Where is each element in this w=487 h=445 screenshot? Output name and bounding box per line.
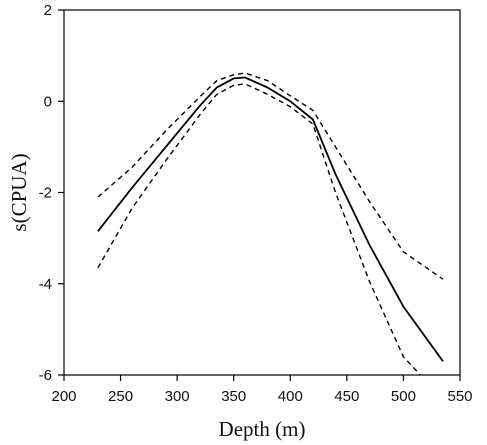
x-axis-ticks: 200 250 300 350 400 450 500 550	[51, 375, 473, 405]
y-tick-label: 2	[44, 2, 52, 19]
series-line-ci-2	[97, 83, 421, 375]
plot-frame	[63, 9, 461, 376]
series-line-ci-1	[97, 72, 444, 280]
x-tick-label: 550	[447, 388, 472, 405]
x-tick-label: 400	[278, 388, 303, 405]
x-tick-label: 350	[221, 388, 246, 405]
x-tick-label: 200	[51, 388, 76, 405]
series-line-fit	[97, 76, 444, 362]
plot-border	[63, 9, 461, 376]
x-axis-label: Depth (m)	[219, 417, 306, 441]
y-axis-label: s(CPUA)	[7, 153, 31, 231]
y-tick-label: -6	[39, 367, 52, 384]
y-axis-ticks: -6 -4 -2 0 2	[39, 2, 64, 384]
y-tick-label: -4	[39, 276, 52, 293]
x-tick-label: 450	[334, 388, 359, 405]
x-tick-label: 300	[165, 388, 190, 405]
x-tick-label: 250	[108, 388, 133, 405]
y-tick-label: -2	[39, 185, 52, 202]
series-layer	[97, 72, 444, 375]
x-tick-label: 500	[391, 388, 416, 405]
y-tick-label: 0	[44, 93, 52, 110]
